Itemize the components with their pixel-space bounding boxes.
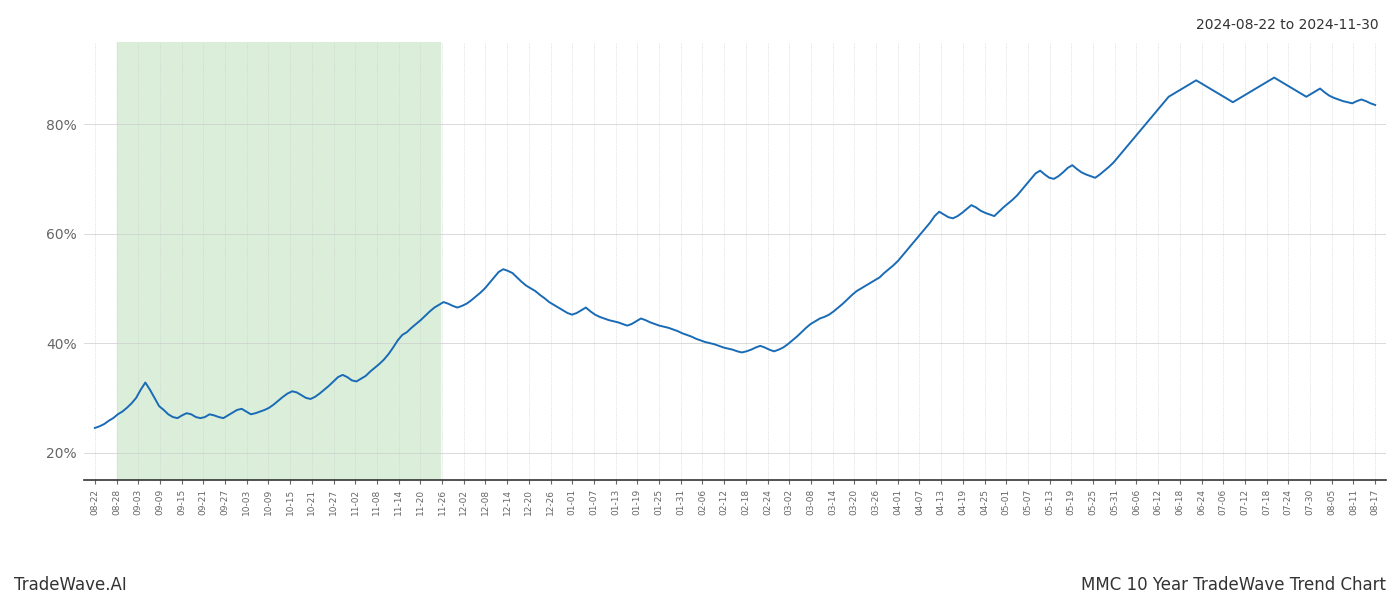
Text: MMC 10 Year TradeWave Trend Chart: MMC 10 Year TradeWave Trend Chart bbox=[1081, 576, 1386, 594]
Text: 2024-08-22 to 2024-11-30: 2024-08-22 to 2024-11-30 bbox=[1197, 18, 1379, 32]
Text: TradeWave.AI: TradeWave.AI bbox=[14, 576, 127, 594]
Bar bbox=[116, 42, 440, 480]
